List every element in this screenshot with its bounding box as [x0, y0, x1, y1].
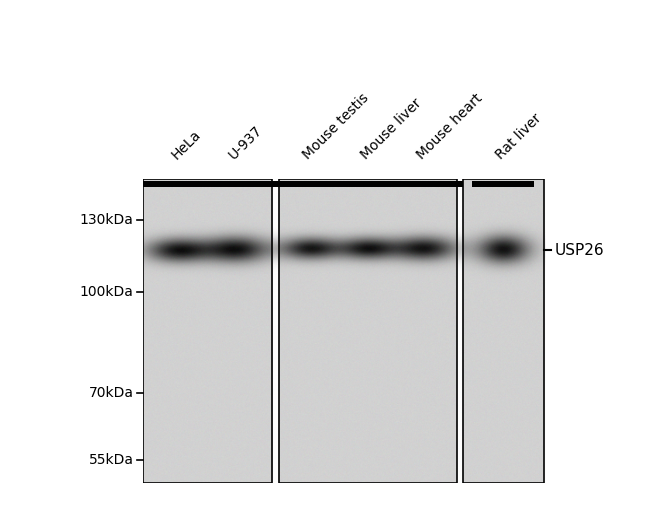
- Bar: [332, 181, 404, 187]
- Text: Mouse liver: Mouse liver: [358, 96, 424, 162]
- Text: 55kDa: 55kDa: [88, 453, 134, 467]
- Bar: [279, 178, 457, 483]
- Bar: [275, 181, 346, 187]
- Bar: [140, 181, 217, 187]
- Bar: [143, 178, 272, 483]
- Text: Mouse heart: Mouse heart: [415, 91, 486, 162]
- Text: Mouse testis: Mouse testis: [300, 91, 372, 162]
- Text: HeLa: HeLa: [169, 128, 203, 162]
- Text: USP26: USP26: [554, 243, 604, 258]
- Bar: [197, 181, 275, 187]
- Text: 100kDa: 100kDa: [80, 285, 134, 299]
- Text: 130kDa: 130kDa: [80, 213, 134, 227]
- Text: Rat liver: Rat liver: [493, 111, 545, 162]
- Text: U-937: U-937: [226, 123, 265, 162]
- Bar: [473, 181, 534, 187]
- Bar: [463, 178, 543, 483]
- Bar: [385, 181, 463, 187]
- Text: 70kDa: 70kDa: [88, 385, 134, 400]
